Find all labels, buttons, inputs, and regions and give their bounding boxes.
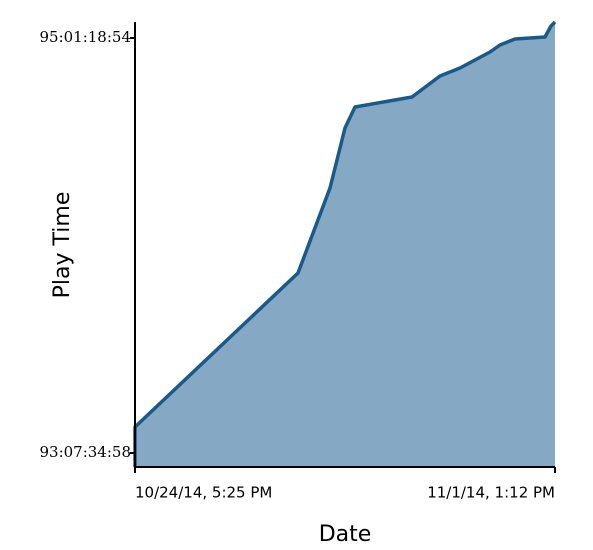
- y-axis-label: Play Time: [50, 192, 75, 299]
- area: [135, 22, 555, 467]
- x-axis-label: Date: [319, 522, 372, 547]
- x-tick-label: 10/24/14, 5:25 PM: [135, 484, 272, 502]
- y-tick-label: 93:07:34:58: [39, 443, 131, 461]
- line: [133, 20, 557, 467]
- y-tick-label: 95:01:18:54: [39, 28, 131, 46]
- x-tick-label: 11/1/14, 1:12 PM: [427, 484, 555, 502]
